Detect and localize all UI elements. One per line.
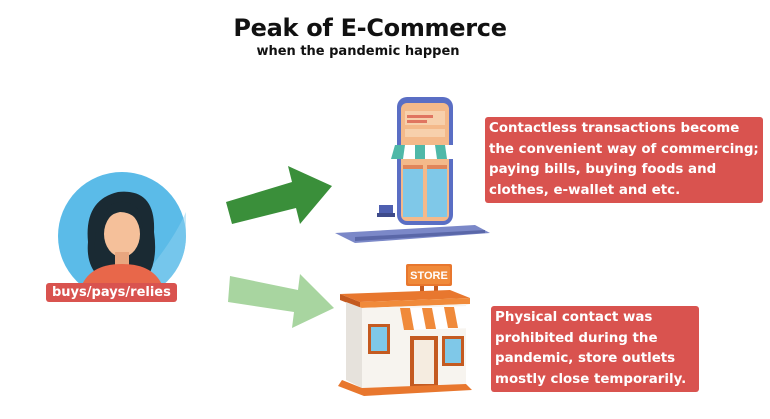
page-title: Peak of E-Commerce <box>233 14 507 42</box>
store-building-icon: STORE <box>330 262 480 402</box>
person-label: buys/pays/relies <box>46 283 177 302</box>
online-text-line: clothes, e-wallet and etc. <box>489 182 681 198</box>
arrow-right-icon <box>226 162 334 232</box>
online-text-line: the convenient way of commercing; <box>489 141 759 157</box>
online-callout: Contactless transactions become the conv… <box>485 117 763 203</box>
offline-text-line: prohibited during the <box>495 330 658 346</box>
offline-text-line: pandemic, store outlets <box>495 351 676 366</box>
online-text-line: Contactless transactions become <box>489 121 740 136</box>
person-avatar-icon <box>58 172 186 300</box>
phone-shop-icon <box>335 95 490 245</box>
arrow-right-icon <box>228 268 336 338</box>
page-subtitle: when the pandemic happen <box>256 44 460 59</box>
store-sign-text: STORE <box>410 270 448 282</box>
offline-text-line: mostly close temporarily. <box>495 371 687 387</box>
offline-text-line: Physical contact was <box>495 310 653 325</box>
online-text-line: paying bills, buying foods and <box>489 162 717 177</box>
offline-callout: Physical contact was prohibited during t… <box>491 306 699 392</box>
